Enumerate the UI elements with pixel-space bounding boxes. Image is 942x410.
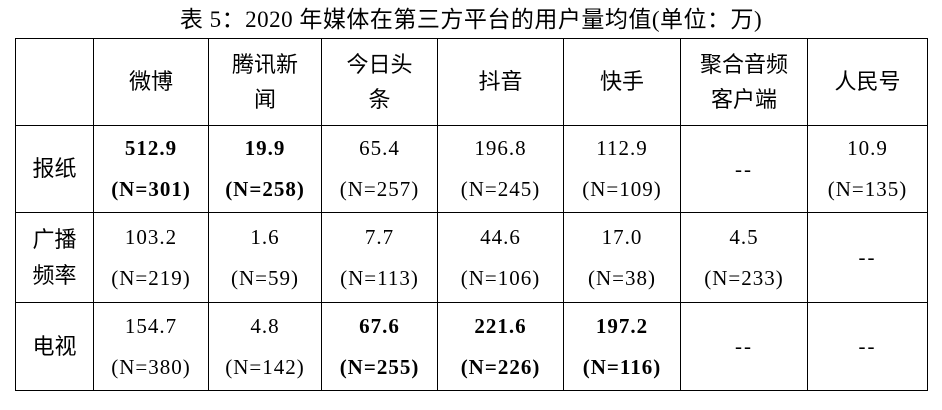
cell-no-data-dash: -- — [735, 334, 753, 358]
cell-value: 19.9 — [244, 136, 286, 160]
data-cell: 197.2 (N=116) — [563, 302, 681, 391]
data-cell: 4.8 (N=142) — [208, 302, 322, 391]
column-header: 微博 — [93, 38, 209, 126]
data-cell: 67.6 (N=255) — [321, 302, 438, 391]
data-cell: 103.2 (N=219) — [93, 212, 209, 303]
data-cell: 19.9 (N=258) — [208, 125, 322, 213]
cell-value: 67.6 — [359, 313, 400, 338]
data-cell: -- — [680, 125, 808, 213]
table-header: 微博 腾讯新 闻今日头 条抖音 快手 聚合音频 客户端 人民号 — [15, 38, 928, 126]
cell-value: 112.9 — [596, 136, 648, 160]
header-row: 微博 腾讯新 闻今日头 条抖音 快手 聚合音频 客户端 人民号 — [15, 38, 928, 126]
cell-sample-size: (N=135) — [827, 177, 908, 201]
cell-value: 197.2 — [595, 313, 649, 338]
column-header: 人民号 — [807, 38, 928, 126]
cell-value: 1.6 — [250, 224, 280, 249]
column-header: 快手 — [563, 38, 681, 126]
cell-sample-size: (N=219) — [111, 265, 191, 290]
data-cell: -- — [680, 302, 808, 391]
cell-value: 196.8 — [474, 136, 527, 160]
data-cell: 1.6 (N=59) — [208, 212, 322, 303]
table-row: 报纸 512.9 (N=301) 19.9 (N=258) 65.4 (N=257) 196.… — [15, 125, 928, 213]
cell-no-data-dash: -- — [735, 156, 753, 181]
media-platform-user-table: 微博 腾讯新 闻今日头 条抖音 快手 聚合音频 客户端 人民号 报纸 512.9 (N=30… — [15, 38, 928, 391]
cell-value: 103.2 — [124, 224, 178, 249]
table-body: 报纸 512.9 (N=301) 19.9 (N=258) 65.4 (N=257) 196.… — [15, 125, 928, 391]
cell-sample-size: (N=113) — [340, 265, 419, 290]
column-header: 抖音 — [437, 38, 564, 126]
data-cell: 44.6 (N=106) — [437, 212, 564, 303]
data-cell: 221.6 (N=226) — [437, 302, 564, 391]
data-cell: 10.9 (N=135) — [807, 125, 928, 213]
data-cell: 65.4 (N=257) — [321, 125, 438, 213]
corner-header-cell — [15, 38, 94, 126]
cell-sample-size: (N=38) — [588, 265, 656, 290]
table-row: 广播 频率 103.2 (N=219) 1.6 (N=59) 7.7 (N=113) 44.6… — [15, 212, 928, 303]
cell-value: 512.9 — [124, 136, 178, 160]
cell-sample-size: (N=258) — [225, 177, 305, 201]
data-cell: 17.0 (N=38) — [563, 212, 681, 303]
cell-sample-size: (N=142) — [225, 354, 305, 379]
cell-sample-size: (N=233) — [704, 265, 784, 290]
column-header: 今日头 条 — [321, 38, 438, 126]
column-header: 聚合音频 客户端 — [680, 38, 808, 126]
cell-no-data-dash: -- — [858, 334, 877, 358]
data-cell: -- — [807, 212, 928, 303]
column-header: 腾讯新 闻 — [208, 38, 322, 126]
cell-sample-size: (N=255) — [339, 354, 420, 379]
cell-value: 4.5 — [729, 224, 759, 249]
cell-sample-size: (N=380) — [111, 354, 191, 379]
cell-value: 221.6 — [474, 313, 527, 338]
data-cell: 112.9 (N=109) — [563, 125, 681, 213]
table-title: 表 5：2020 年媒体在第三方平台的用户量均值(单位：万) — [179, 7, 763, 32]
cell-value: 17.0 — [601, 224, 643, 249]
data-cell: 7.7 (N=113) — [321, 212, 438, 303]
data-cell: -- — [807, 302, 928, 391]
cell-value: 7.7 — [364, 224, 395, 249]
table-row: 电视 154.7 (N=380) 4.8 (N=142) 67.6 (N=255) 221.6… — [15, 302, 928, 391]
cell-sample-size: (N=257) — [339, 177, 420, 201]
cell-sample-size: (N=116) — [582, 354, 662, 379]
cell-value: 154.7 — [124, 313, 178, 338]
cell-value: 4.8 — [250, 313, 280, 338]
data-cell: 512.9 (N=301) — [93, 125, 209, 213]
cell-sample-size: (N=59) — [231, 265, 299, 290]
row-label: 电视 — [15, 302, 94, 391]
cell-sample-size: (N=245) — [460, 177, 541, 201]
row-label: 报纸 — [15, 125, 94, 213]
row-label: 广播 频率 — [15, 212, 94, 303]
cell-value: 44.6 — [480, 224, 521, 249]
cell-sample-size: (N=109) — [582, 177, 662, 201]
cell-sample-size: (N=106) — [460, 265, 541, 290]
data-cell: 4.5 (N=233) — [680, 212, 808, 303]
cell-value: 10.9 — [847, 136, 888, 160]
cell-value: 65.4 — [359, 136, 400, 160]
cell-sample-size: (N=301) — [111, 177, 191, 201]
data-cell: 196.8 (N=245) — [437, 125, 564, 213]
cell-no-data-dash: -- — [858, 245, 877, 269]
data-cell: 154.7 (N=380) — [93, 302, 209, 391]
cell-sample-size: (N=226) — [460, 354, 541, 379]
